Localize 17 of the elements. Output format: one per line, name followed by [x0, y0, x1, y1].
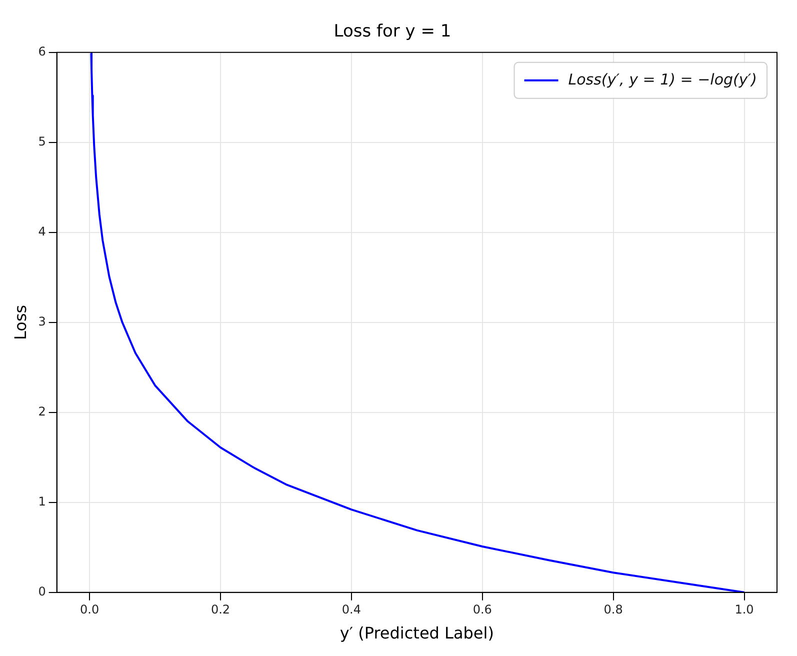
- x-tick-label: 0.0: [80, 602, 100, 617]
- y-tick-label: 3: [38, 314, 46, 329]
- y-tick-label: 1: [38, 494, 46, 509]
- x-axis-title: y′ (Predicted Label): [340, 624, 494, 643]
- x-tick-label: 1.0: [734, 602, 754, 617]
- x-tick-label: 0.4: [342, 602, 361, 617]
- chart-title: Loss for y = 1: [334, 22, 452, 42]
- x-tick-label: 0.6: [472, 602, 492, 617]
- x-tick-label: 0.2: [210, 602, 230, 617]
- y-tick-label: 5: [38, 134, 46, 149]
- y-tick-label: 4: [38, 224, 46, 239]
- y-tick-label: 2: [38, 404, 46, 419]
- x-tick-label: 0.8: [604, 602, 623, 617]
- y-tick-label: 6: [38, 44, 46, 59]
- y-tick-label: 0: [38, 584, 46, 599]
- y-axis-title: Loss: [10, 304, 30, 340]
- legend-label: Loss(y′, y = 1) = −log(y′): [568, 70, 758, 88]
